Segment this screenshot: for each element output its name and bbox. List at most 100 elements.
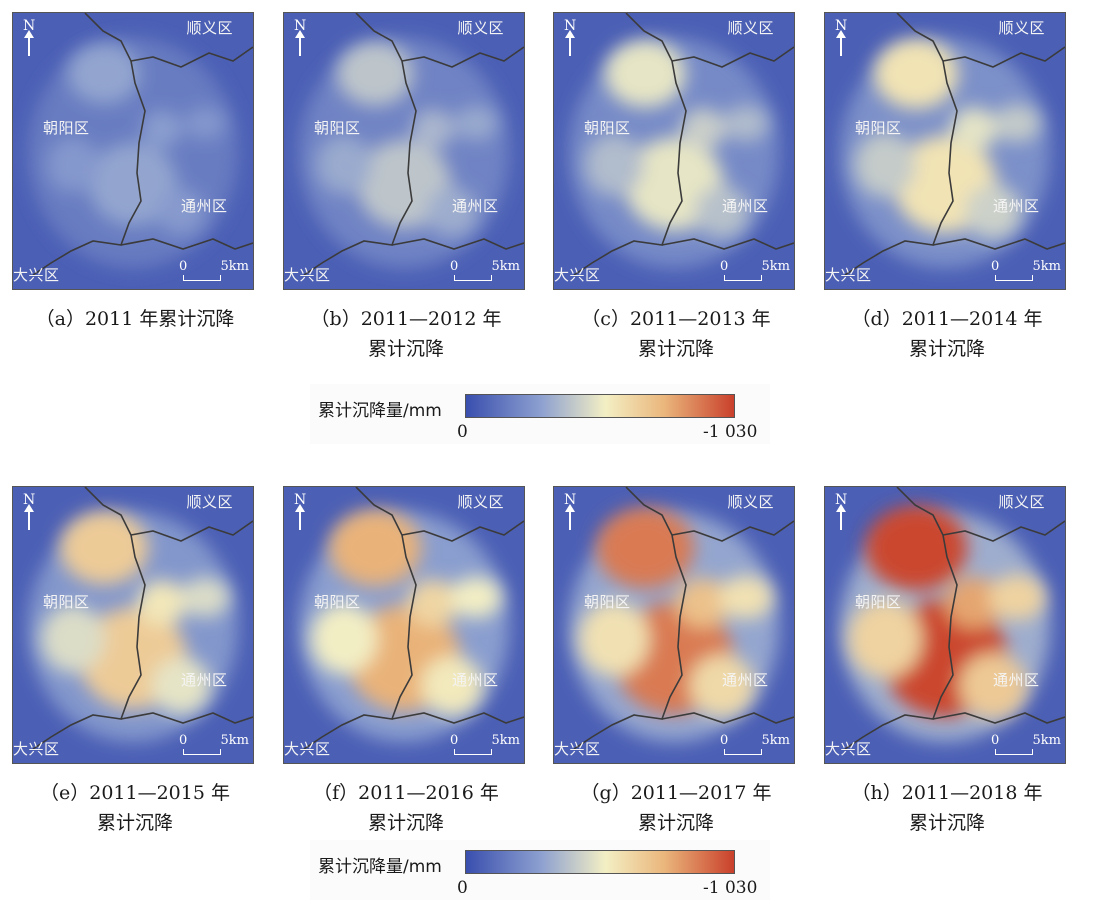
colorbar-legend-top: 累计沉降量/mm 0 -1 030 — [310, 384, 770, 444]
panel-caption: （d）2011—2014 年累计沉降 — [812, 304, 1082, 364]
panel-caption-line2: 累计沉降 — [367, 338, 444, 360]
legend-min-label: 0 — [457, 878, 468, 898]
subsidence-zone — [584, 133, 644, 196]
legend-max-label: -1 030 — [703, 422, 758, 442]
district-label-shunyi: 顺义区 — [998, 493, 1045, 511]
district-label-tongzhou: 通州区 — [452, 671, 499, 689]
scale-bar-line — [454, 275, 492, 281]
district-label-shunyi: 顺义区 — [998, 19, 1045, 37]
subsidence-raster — [284, 13, 524, 289]
scale-zero-label: 0 — [450, 259, 459, 274]
district-boundary — [303, 13, 417, 276]
district-label-shunyi: 顺义区 — [727, 19, 774, 37]
scale-bar-line — [724, 275, 762, 281]
subsidence-map-panel: 顺义区 朝阳区 通州区 大兴区 N 0 5km — [824, 12, 1066, 290]
subsidence-zone — [41, 604, 105, 673]
scale-zero-label: 0 — [450, 733, 459, 748]
district-label-daxing: 大兴区 — [554, 740, 601, 758]
district-boundary — [942, 520, 1065, 542]
panel-caption: （g）2011—2017 年累计沉降 — [541, 778, 811, 838]
scale-bar-line — [995, 749, 1033, 755]
district-boundary — [844, 13, 958, 276]
district-boundary — [932, 712, 1065, 724]
subsidence-raster — [554, 13, 794, 289]
subsidence-zone — [328, 509, 422, 587]
district-boundary — [303, 487, 417, 750]
subsidence-zones — [584, 40, 769, 238]
scale-zero-label: 0 — [720, 733, 729, 748]
district-label-daxing: 大兴区 — [825, 740, 872, 758]
north-arrow-icon: N — [835, 492, 849, 532]
panel-caption: （h）2011—2018 年累计沉降 — [812, 778, 1082, 838]
subsidence-zone — [675, 578, 730, 628]
district-boundary — [391, 238, 524, 250]
district-label-tongzhou: 通州区 — [993, 671, 1040, 689]
district-label-chaoyang: 朝阳区 — [584, 119, 631, 137]
subsidence-raster — [13, 13, 253, 289]
district-boundary — [573, 487, 687, 750]
district-label-tongzhou: 通州区 — [452, 197, 499, 215]
subsidence-zone — [950, 107, 998, 151]
scale-bar: 0 5km — [450, 259, 520, 283]
district-boundary — [32, 487, 146, 750]
district-label-shunyi: 顺义区 — [186, 493, 233, 511]
subsidence-zone — [604, 40, 686, 108]
district-label-tongzhou: 通州区 — [181, 671, 228, 689]
district-label-chaoyang: 朝阳区 — [855, 119, 902, 137]
subsidence-map-panel: 顺义区 朝阳区 通州区 大兴区 N 0 5km — [283, 486, 525, 764]
panel-caption-line2: 累计沉降 — [637, 812, 714, 834]
scale-bar-line — [454, 749, 492, 755]
arrow-up-icon — [295, 30, 305, 56]
district-label-tongzhou: 通州区 — [722, 197, 769, 215]
arrow-up-icon — [24, 30, 34, 56]
panel-caption-line2: 累计沉降 — [637, 338, 714, 360]
district-boundary — [671, 520, 794, 542]
district-boundary — [844, 487, 958, 750]
subsidence-map-panel: 顺义区 朝阳区 通州区 大兴区 N 0 5km — [12, 12, 254, 290]
scale-bar: 0 5km — [991, 733, 1061, 757]
subsidence-zone — [848, 599, 922, 678]
subsidence-zones — [310, 509, 502, 716]
district-label-daxing: 大兴区 — [13, 266, 60, 284]
panel-caption-line1: （a）2011 年累计沉降 — [35, 308, 235, 330]
subsidence-zone — [411, 109, 455, 149]
subsidence-zone — [689, 654, 755, 717]
scale-bar: 0 5km — [450, 733, 520, 757]
legend-title: 累计沉降量/mm — [318, 401, 442, 421]
subsidence-zone — [988, 574, 1046, 621]
scale-zero-label: 0 — [991, 259, 1000, 274]
scale-five-label: 5km — [220, 733, 249, 748]
subsidence-zone — [964, 184, 1022, 239]
legend-min-label: 0 — [457, 422, 468, 442]
scale-bar-line — [995, 275, 1033, 281]
district-boundary — [391, 712, 524, 724]
scale-bar: 0 5km — [720, 733, 790, 757]
district-label-daxing: 大兴区 — [554, 266, 601, 284]
subsidence-zones — [41, 510, 230, 714]
subsidence-map-panel: 顺义区 朝阳区 通州区 大兴区 N 0 5km — [12, 486, 254, 764]
district-label-shunyi: 顺义区 — [457, 493, 504, 511]
subsidence-zone — [310, 603, 378, 675]
subsidence-zone — [151, 657, 211, 714]
district-boundary — [671, 46, 794, 68]
subsidence-map-panel: 顺义区 朝阳区 通州区 大兴区 N 0 5km — [283, 12, 525, 290]
arrow-up-icon — [295, 504, 305, 530]
panel-caption-line1: （d）2011—2014 年 — [851, 308, 1043, 330]
district-boundary — [932, 238, 1065, 250]
subsidence-raster — [284, 487, 524, 763]
subsidence-raster — [825, 13, 1065, 289]
subsidence-zones — [316, 41, 498, 237]
panel-caption-line1: （f）2011—2016 年 — [313, 782, 499, 804]
scale-bar-line — [724, 749, 762, 755]
subsidence-zone — [578, 601, 650, 677]
panel-caption-line1: （c）2011—2013 年 — [581, 308, 771, 330]
subsidence-zone — [407, 579, 459, 627]
scale-bar: 0 5km — [179, 259, 249, 283]
panel-caption: （b）2011—2012 年累计沉降 — [271, 304, 541, 364]
scale-five-label: 5km — [1032, 259, 1061, 274]
subsidence-zone — [874, 38, 959, 109]
scale-bar: 0 5km — [179, 733, 249, 757]
district-boundary — [401, 46, 524, 68]
arrow-up-icon — [836, 30, 846, 56]
subsidence-zone — [426, 187, 478, 237]
